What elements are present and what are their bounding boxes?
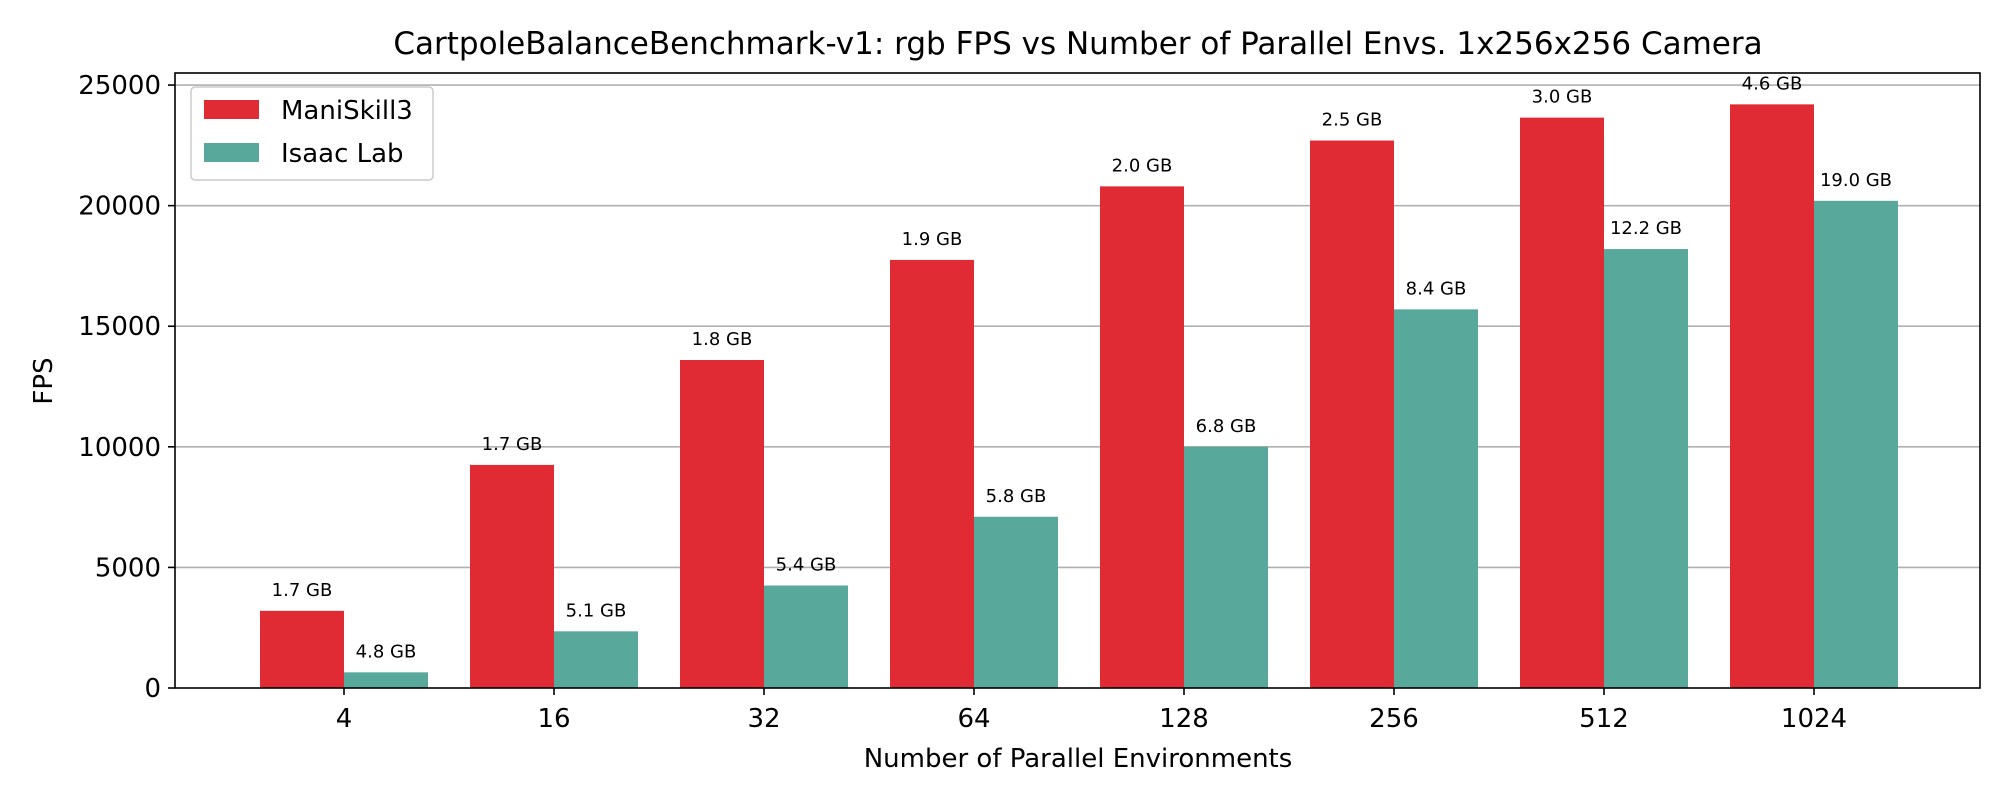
x-tick-label-7: 1024: [1781, 704, 1847, 734]
data-label-maniskill3-16: 1.7 GB: [482, 434, 543, 455]
bar-isaac-lab-1024: [1814, 200, 1898, 688]
y-tick-label-4: 20000: [78, 192, 161, 222]
bar-maniskill3-32: [680, 360, 764, 688]
bar-isaac-lab-16: [554, 631, 638, 688]
x-tick-label-5: 256: [1369, 704, 1419, 734]
y-axis: 0 5000 10000 15000 20000 25000: [78, 71, 175, 704]
data-label-isaac-lab-128: 6.8 GB: [1196, 416, 1257, 437]
data-label-maniskill3-256: 2.5 GB: [1322, 110, 1383, 131]
x-axis-label: Number of Parallel Environments: [864, 744, 1293, 774]
y-tick-label-3: 15000: [78, 312, 161, 342]
legend-label-0: ManiSkill3: [281, 96, 413, 126]
bar-isaac-lab-32: [764, 585, 848, 688]
data-label-isaac-lab-256: 8.4 GB: [1406, 278, 1467, 299]
bar-isaac-lab-128: [1184, 446, 1268, 688]
chart-title: CartpoleBalanceBenchmark-v1: rgb FPS vs …: [393, 26, 1762, 62]
bar-maniskill3-128: [1100, 186, 1184, 688]
bar-maniskill3-1024: [1730, 104, 1814, 688]
y-tick-label-2: 10000: [78, 433, 161, 463]
legend-swatch-1: [204, 143, 259, 162]
bar-isaac-lab-4: [344, 672, 428, 688]
bar-isaac-lab-512: [1604, 249, 1688, 688]
bar-maniskill3-256: [1310, 140, 1394, 688]
bar-maniskill3-4: [260, 610, 344, 688]
data-label-isaac-lab-16: 5.1 GB: [566, 600, 627, 621]
x-tick-label-2: 32: [747, 704, 780, 734]
grid-lines: [175, 84, 1980, 569]
data-label-maniskill3-128: 2.0 GB: [1112, 155, 1173, 176]
bar-maniskill3-512: [1520, 117, 1604, 688]
bar-isaac-lab-64: [974, 516, 1058, 688]
y-tick-label-0: 0: [144, 674, 161, 704]
x-tick-label-1: 16: [537, 704, 570, 734]
bar-maniskill3-16: [470, 464, 554, 688]
legend-label-1: Isaac Lab: [281, 139, 404, 169]
x-tick-label-3: 64: [957, 704, 990, 734]
bars: [260, 104, 1898, 688]
plot-frame: [174, 72, 1981, 689]
data-label-maniskill3-32: 1.8 GB: [692, 329, 753, 350]
data-label-maniskill3-4: 1.7 GB: [272, 580, 333, 601]
data-label-maniskill3-1024: 4.6 GB: [1742, 73, 1803, 94]
x-axis: 4 16 32 64 128 256 512 1024: [336, 688, 1847, 734]
data-label-isaac-lab-4: 4.8 GB: [356, 641, 417, 662]
data-label-isaac-lab-64: 5.8 GB: [986, 486, 1047, 507]
data-label-isaac-lab-1024: 19.0 GB: [1820, 170, 1892, 191]
data-label-isaac-lab-512: 12.2 GB: [1610, 218, 1682, 239]
bar-maniskill3-64: [890, 259, 974, 688]
bar-isaac-lab-256: [1394, 309, 1478, 688]
x-tick-label-6: 512: [1579, 704, 1629, 734]
y-tick-label-5: 25000: [78, 71, 161, 101]
y-axis-label: FPS: [29, 357, 59, 404]
data-label-maniskill3-64: 1.9 GB: [902, 229, 963, 250]
data-label-isaac-lab-32: 5.4 GB: [776, 555, 837, 576]
y-tick-label-1: 5000: [95, 553, 161, 583]
legend-swatch-0: [204, 100, 259, 119]
x-tick-label-0: 4: [336, 704, 353, 734]
legend: ManiSkill3 Isaac Lab: [190, 86, 434, 181]
data-labels: 1.7 GB 1.7 GB 1.8 GB 1.9 GB 2.0 GB 2.5 GB 3.0 …: [272, 73, 1892, 662]
x-tick-label-4: 128: [1159, 704, 1209, 734]
data-label-maniskill3-512: 3.0 GB: [1532, 87, 1593, 108]
